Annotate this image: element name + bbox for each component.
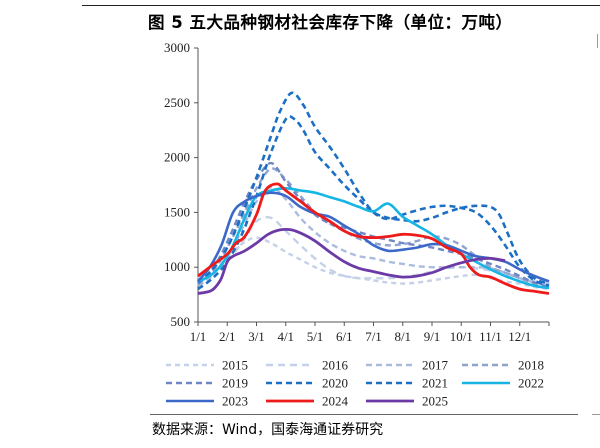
series-line-2020 (197, 91, 550, 288)
y-tick-label: 500 (171, 314, 191, 329)
legend-label-2023: 2023 (222, 394, 248, 409)
y-tick-label: 3000 (164, 40, 190, 55)
legend-label-2022: 2022 (518, 376, 544, 391)
series-line-2022 (197, 187, 550, 290)
series-line-2021 (197, 115, 550, 291)
right-edge-rule (592, 414, 600, 415)
legend: 2015 2016 2017 2018 2019 2020 2021 2022 2023 2024… (166, 358, 544, 409)
x-tick-label: 3/1 (248, 329, 265, 344)
x-tick-label: 9/1 (424, 329, 441, 344)
x-tick-label: 1/1 (190, 329, 207, 344)
x-tick-label: 2/1 (219, 329, 236, 344)
legend-label-2018: 2018 (518, 358, 544, 373)
x-tick-label: 7/1 (365, 329, 382, 344)
x-tick-label: 6/1 (336, 329, 353, 344)
x-tick-label: 5/1 (307, 329, 324, 344)
source-separator (150, 414, 578, 415)
y-tick-label: 2500 (164, 95, 190, 110)
y-tick-label: 1500 (164, 204, 190, 219)
chart-title: 图 5 五大品种钢材社会库存下降（单位：万吨） (148, 13, 513, 32)
x-tick-label: 4/1 (277, 329, 294, 344)
x-tick-label: 10/1 (450, 329, 473, 344)
series-line-2019 (197, 161, 550, 289)
legend-label-2019: 2019 (222, 376, 248, 391)
y-tick-label: 2000 (164, 150, 190, 165)
series-line-2025 (197, 227, 506, 295)
legend-label-2017: 2017 (422, 358, 449, 373)
axes: 500 1000 1500 2000 2500 3000 1/1 2/1 3/1 4/1 5/1 6/… (164, 40, 550, 344)
legend-label-2025: 2025 (422, 394, 448, 409)
right-edge-tick (597, 34, 598, 48)
series-line-2024 (197, 182, 550, 295)
top-rule (82, 5, 600, 6)
source-note: 数据来源：Wind，国泰海通证券研究 (152, 422, 384, 438)
legend-label-2020: 2020 (322, 376, 348, 391)
legend-label-2024: 2024 (322, 394, 349, 409)
x-tick-label: 8/1 (394, 329, 411, 344)
x-tick-label: 11/1 (479, 329, 502, 344)
y-tick-label: 1000 (164, 259, 190, 274)
legend-label-2021: 2021 (422, 376, 448, 391)
series-lines (196, 91, 550, 295)
legend-label-2015: 2015 (222, 358, 248, 373)
legend-label-2016: 2016 (322, 358, 349, 373)
x-tick-label: 12/1 (508, 329, 531, 344)
